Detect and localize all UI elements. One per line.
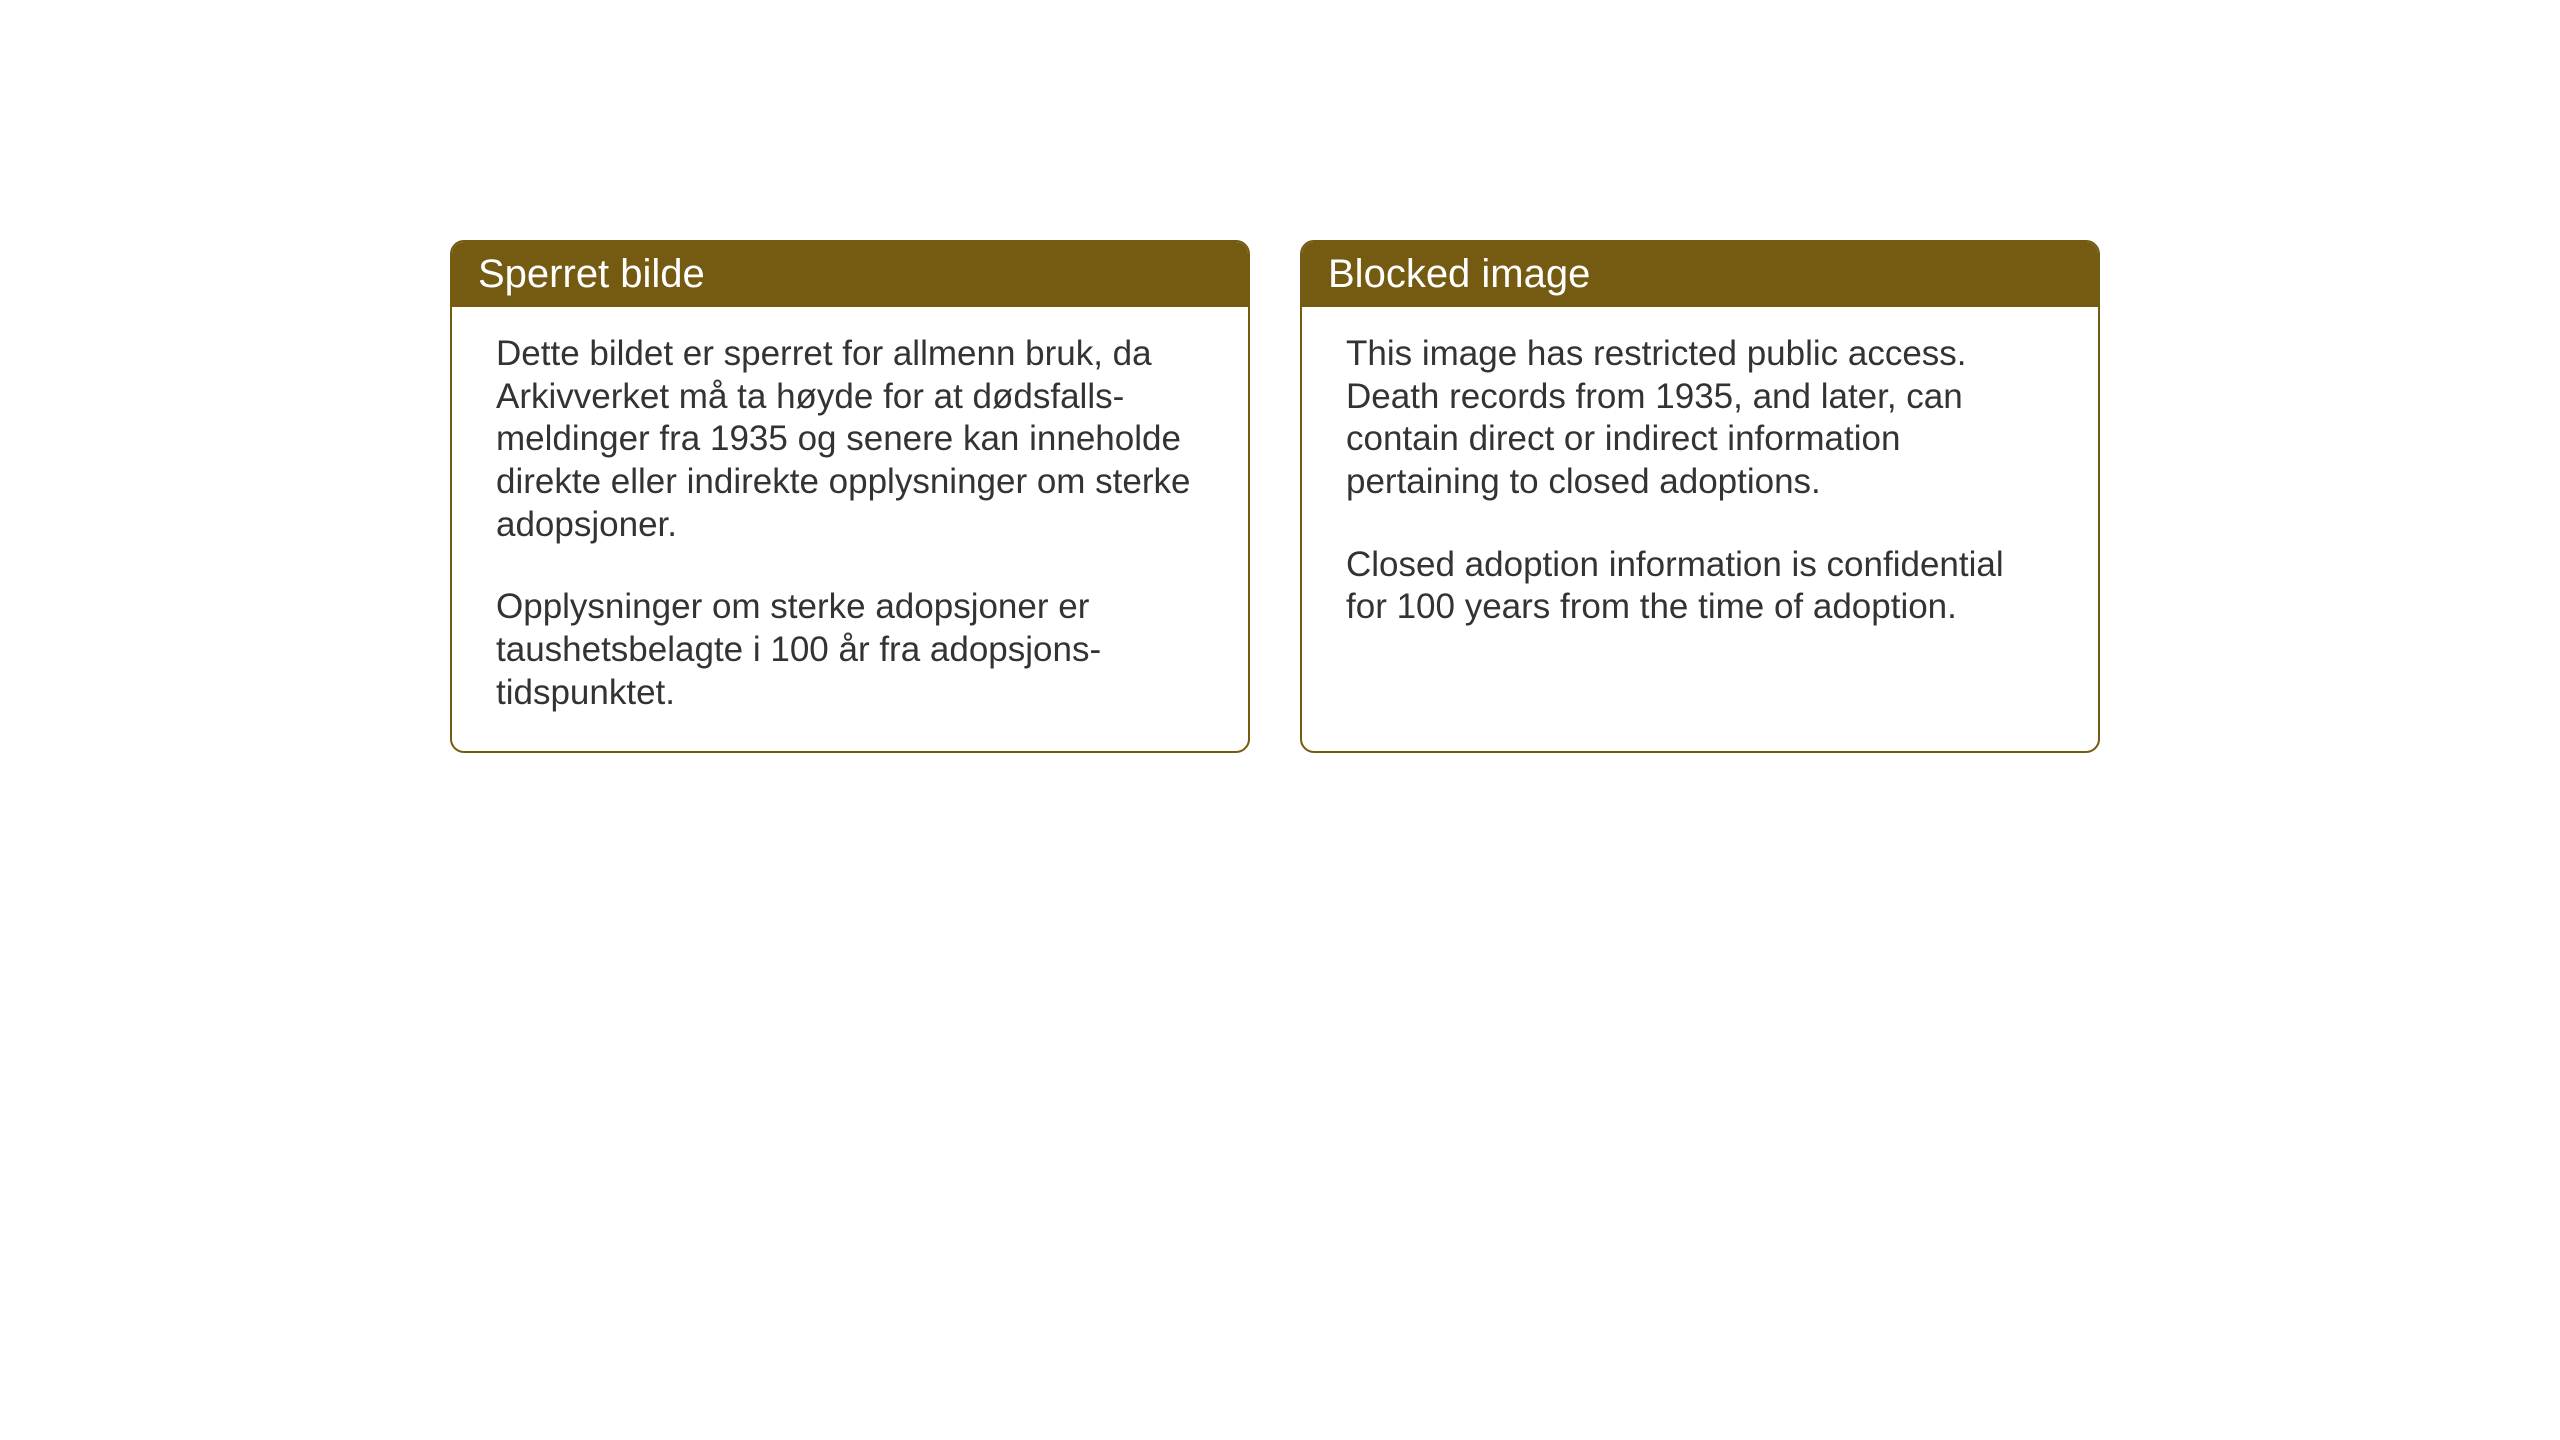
norwegian-card: Sperret bilde Dette bildet er sperret fo…	[450, 240, 1250, 753]
english-card-body: This image has restricted public access.…	[1302, 307, 2098, 665]
english-card: Blocked image This image has restricted …	[1300, 240, 2100, 753]
english-para-1: This image has restricted public access.…	[1346, 333, 2054, 504]
norwegian-para-1: Dette bildet er sperret for allmenn bruk…	[496, 333, 1204, 546]
english-card-title: Blocked image	[1302, 242, 2098, 307]
norwegian-para-2: Opplysninger om sterke adopsjoner er tau…	[496, 586, 1204, 714]
norwegian-card-title: Sperret bilde	[452, 242, 1248, 307]
notice-container: Sperret bilde Dette bildet er sperret fo…	[450, 240, 2100, 753]
english-para-2: Closed adoption information is confident…	[1346, 544, 2054, 629]
norwegian-card-body: Dette bildet er sperret for allmenn bruk…	[452, 307, 1248, 751]
